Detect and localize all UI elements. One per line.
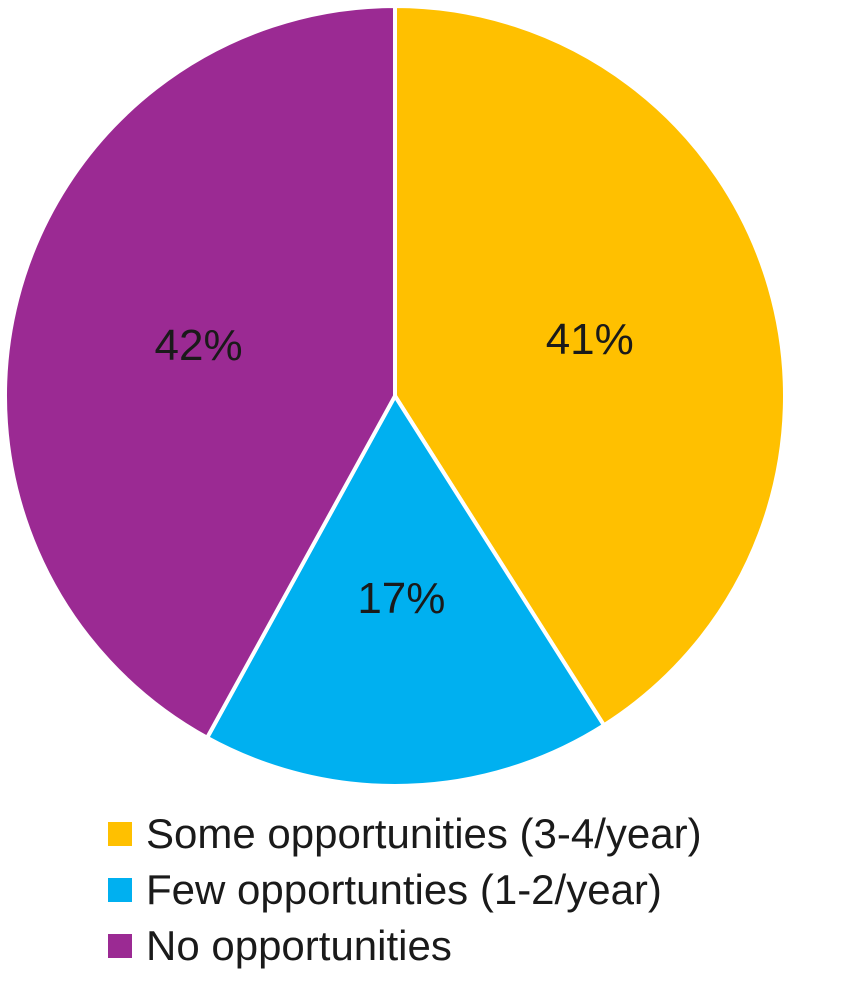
pie-data-labels: 41% 17% 42% [155,315,634,623]
legend-label-few-opportunities: Few opportunties (1-2/year) [146,866,662,913]
legend-item-few-opportunities: Few opportunties (1-2/year) [108,862,702,918]
legend-swatch-no-opportunities [108,934,132,958]
data-label-few-opportunities: 17% [357,574,445,623]
pie-slice-some-opportunities [393,4,787,728]
pie-slice-few-opportunities [205,394,606,788]
data-label-some-opportunities: 41% [546,315,634,364]
pie-chart: 41% 17% 42% [3,4,787,788]
legend-label-some-opportunities: Some opportunities (3-4/year) [146,810,702,857]
pie-slices [3,4,787,788]
legend-swatch-some-opportunities [108,822,132,846]
data-label-no-opportunities: 42% [155,321,243,370]
legend-swatch-few-opportunities [108,878,132,902]
legend-item-no-opportunities: No opportunities [108,918,702,974]
chart-legend: Some opportunities (3-4/year) Few opport… [108,806,702,974]
legend-label-no-opportunities: No opportunities [146,922,452,969]
legend-item-some-opportunities: Some opportunities (3-4/year) [108,806,702,862]
pie-slice-no-opportunities [3,4,397,740]
